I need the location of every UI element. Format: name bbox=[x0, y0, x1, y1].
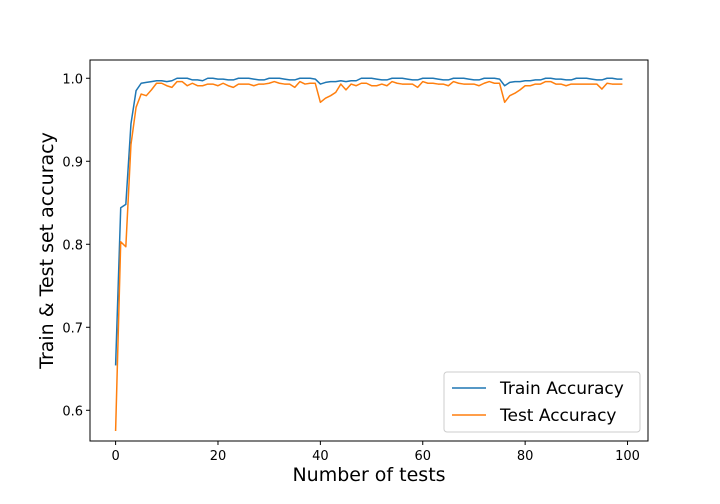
series-layer bbox=[114, 77, 623, 432]
axes-frame bbox=[89, 59, 649, 442]
y-tick-label: 0.7 bbox=[62, 321, 83, 336]
plot-area bbox=[89, 59, 649, 442]
x-tick-label: 20 bbox=[210, 449, 227, 464]
y-tick-label: 0.6 bbox=[62, 404, 83, 419]
legend-box bbox=[443, 371, 641, 433]
x-axis-label: Number of tests bbox=[292, 464, 445, 486]
legend-label-train: Train Accuracy bbox=[499, 379, 624, 399]
y-tick-label: 0.9 bbox=[62, 155, 83, 170]
series-line-test-accuracy bbox=[114, 80, 623, 432]
y-axis-label: Train & Test set accuracy bbox=[36, 132, 58, 370]
x-tick-label: 0 bbox=[111, 449, 119, 464]
y-tick-label: 0.8 bbox=[62, 238, 83, 253]
x-tick-label: 40 bbox=[312, 449, 329, 464]
legend: Train Accuracy Test Accuracy bbox=[443, 371, 641, 433]
legend-label-test: Test Accuracy bbox=[499, 406, 617, 426]
x-tick-label: 80 bbox=[517, 449, 534, 464]
x-tick-label: 60 bbox=[414, 449, 431, 464]
y-axis-ticks: 0.6 0.7 0.8 0.9 1.0 bbox=[62, 72, 90, 419]
x-tick-label: 100 bbox=[615, 449, 640, 464]
y-tick-label: 1.0 bbox=[62, 72, 83, 87]
x-axis-ticks: 0 20 40 60 80 100 bbox=[111, 441, 640, 464]
series-line-train-accuracy bbox=[114, 77, 623, 366]
